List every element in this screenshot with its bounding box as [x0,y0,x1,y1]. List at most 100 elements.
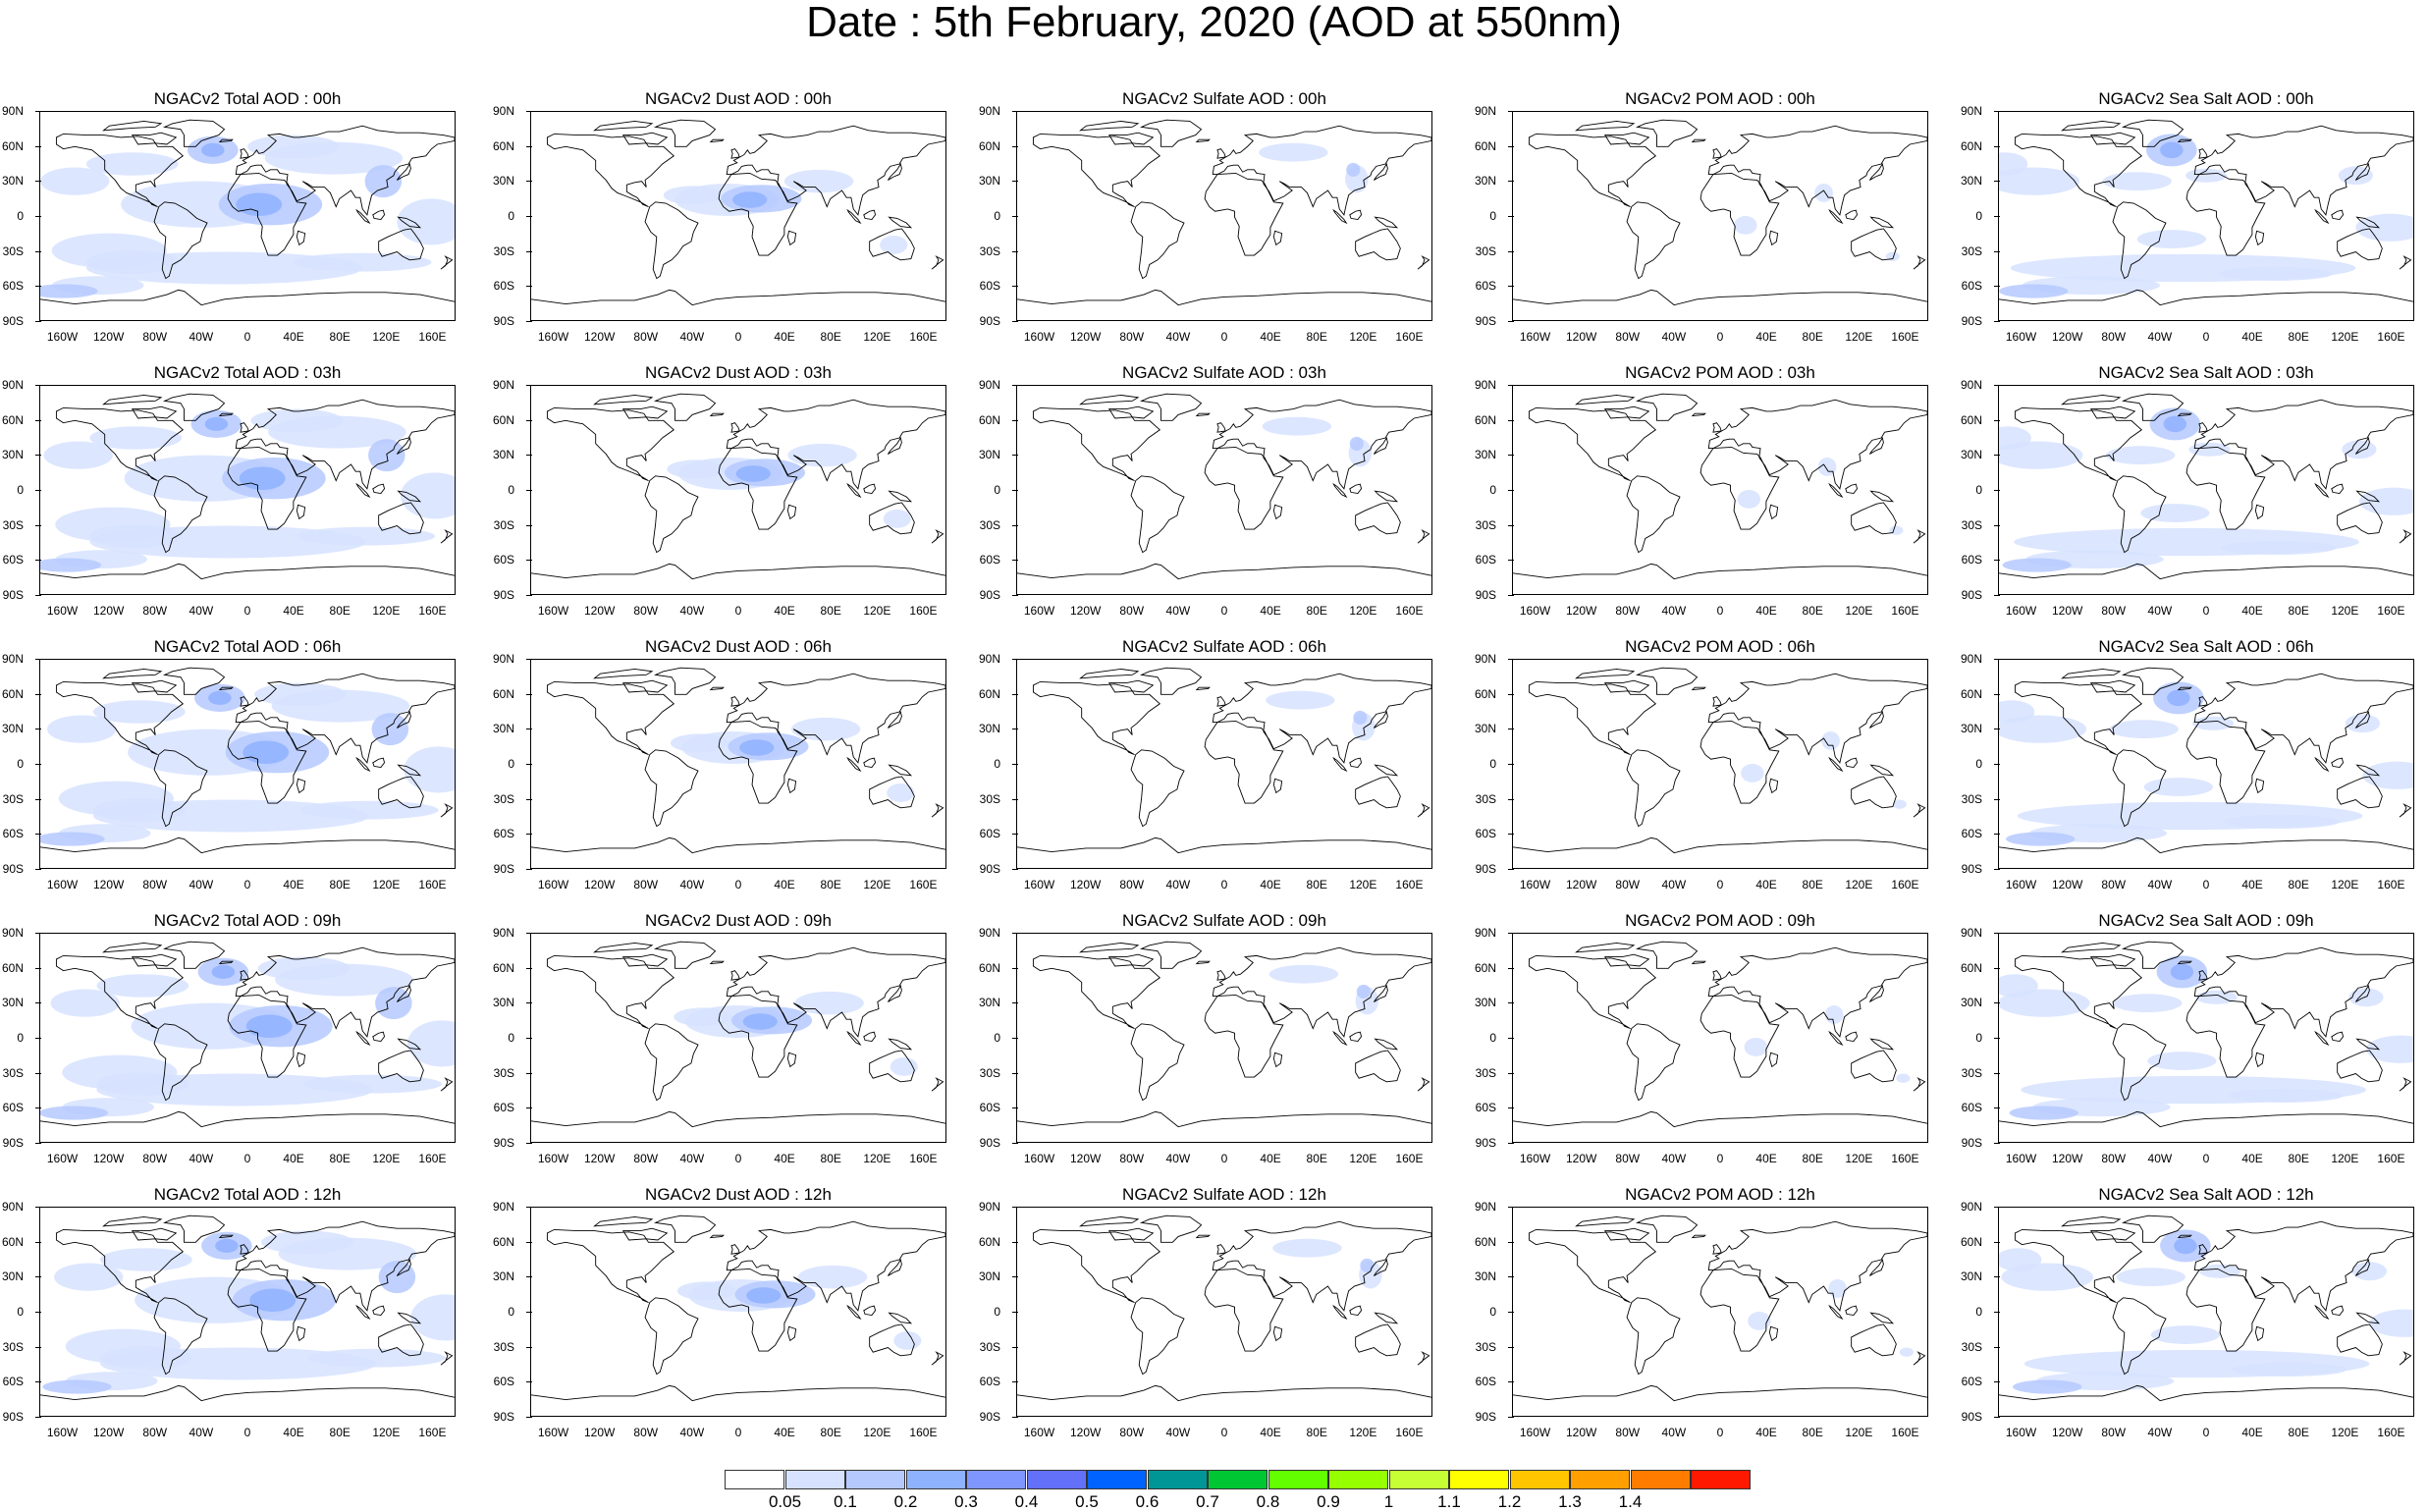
coastline [1626,749,1681,828]
aod-plume [787,443,857,467]
coastline [546,680,675,756]
coastline [2399,1351,2412,1366]
coastline [931,529,944,544]
map-frame [530,385,946,595]
coastline [240,422,249,433]
antarctica-coastline [531,837,945,854]
lat-tick [1994,764,2000,765]
world-map [1017,119,1431,306]
aod-plume [2106,446,2176,465]
panel-title: NGACv2 Sea Salt AOD : 03h [2098,363,2314,382]
coastline [131,953,178,967]
lon-tick-label: 160E [2377,878,2405,891]
lat-tick-label: 90N [492,104,514,118]
lat-tick [1994,145,2000,147]
coastline [869,776,915,809]
antarctica-coastline [1999,1384,2413,1402]
aod-plume [2188,442,2231,457]
lat-tick-label: 60S [1961,1101,1982,1115]
aod-plume [667,459,725,479]
coastline [1349,209,1363,221]
coastline [1374,764,1399,777]
coastline [1032,406,1161,482]
lat-tick [1508,659,1514,660]
lon-tick-label: 80W [142,1152,168,1165]
coastline [1828,208,1844,225]
lon-tick-label: 120E [372,1426,401,1439]
aod-plume [245,1014,293,1038]
lat-tick [1508,1143,1514,1144]
coastline [372,757,386,769]
coastline [378,228,424,261]
aod-plume [790,717,861,741]
lat-tick [1012,1381,1018,1383]
lon-tick-label: 160E [2377,604,2405,618]
coastline [1195,686,1211,691]
lat-tick-label: 30S [1961,1065,1982,1080]
coastline [1332,1030,1348,1047]
coastline [2121,941,2185,969]
aod-plume [247,135,340,159]
antarctica-coastline [1017,1384,1431,1402]
lat-tick-label: 0 [508,483,514,497]
aod-plume [89,524,183,548]
lat-tick [1508,455,1514,457]
lat-tick [1012,419,1018,421]
coastline [2254,230,2265,246]
aod-plume [1999,152,2028,176]
lon-tick-label: 0 [734,1426,742,1439]
lon-tick-label: 0 [734,878,742,891]
lat-tick-label: 60N [492,138,514,153]
lon-tick-label: 160E [2377,330,2405,344]
lat-tick-label: 90N [978,652,1000,666]
coastline [1032,133,1161,208]
lat-tick [1012,967,1018,969]
lat-tick-label: 90N [1474,652,1496,666]
lon-tick-label: 80E [2288,1426,2309,1439]
coastline [1212,399,1431,490]
coastline [1626,1297,1681,1376]
lon-tick-label: 0 [1220,1426,1228,1439]
coastline [2254,504,2265,520]
lon-tick-label: 160E [418,330,447,344]
aod-plume [2224,814,2340,829]
coastline [153,1297,208,1376]
aod-plume [797,1265,868,1289]
lon-tick-label: 40E [1755,1152,1777,1165]
coastline [1845,483,1859,495]
lat-tick [1994,1346,2000,1348]
panel-title: NGACv2 Total AOD : 03h [153,363,342,382]
lon-tick-label: 40E [2241,330,2263,344]
lon-tick-label: 80W [633,1152,659,1165]
antarctica-coastline [1017,837,1431,854]
lon-tick-label: 0 [2202,1426,2210,1439]
world-map [40,393,455,580]
coastline [240,970,249,981]
aod-plume [2338,166,2373,186]
lon-tick-label: 120E [372,878,401,891]
lat-tick-label: 60S [493,279,514,294]
coastline [1828,1030,1844,1047]
colorbar-label: 0.5 [1075,1492,1099,1511]
lon-tick-label: 40W [189,604,214,618]
coastline [218,686,234,691]
coastline [644,1023,699,1102]
lat-tick-label: 60S [1475,553,1496,567]
lon-tick-label: 40E [1260,330,1281,344]
lon-tick-label: 120W [583,1152,616,1165]
lon-tick-label: 80E [2288,1152,2309,1165]
lon-tick-label: 120E [372,1152,401,1165]
coastline [397,490,422,503]
coastline [644,201,699,280]
coastline [709,960,725,965]
coastline [2121,667,2185,695]
coastline [869,1323,915,1357]
colorbar-swatch [1388,1470,1449,1489]
lon-tick-label: 40E [2241,1152,2263,1165]
coastline [2254,1052,2265,1068]
lat-tick-label: 30N [1474,174,1496,189]
lat-tick [1508,321,1514,322]
lat-tick-label: 30S [979,1065,1000,1080]
lat-tick-label: 60N [1,1234,24,1249]
colorbar-label: 1.3 [1558,1492,1582,1511]
